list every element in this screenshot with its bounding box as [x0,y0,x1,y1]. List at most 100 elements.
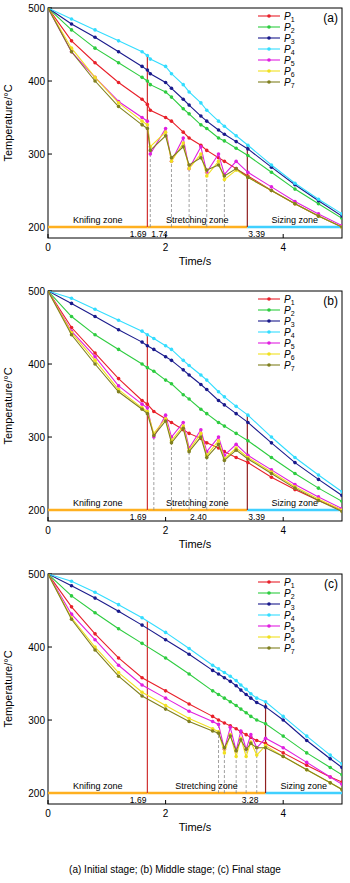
series-marker [270,189,274,193]
series-marker [293,456,297,460]
series-marker [140,616,144,620]
legend-label-sub: 4 [291,332,295,339]
series-marker [93,28,97,32]
series-marker [217,439,221,443]
plot-frame [48,291,342,521]
series-marker [246,421,250,425]
series-marker [164,134,168,138]
series-marker [140,50,144,54]
series-line [48,574,342,764]
series-marker [199,383,203,387]
legend-marker [267,341,271,345]
series-marker [170,348,174,352]
time-mark-label: 3.39 [248,229,265,239]
series-marker [164,689,168,693]
series-line [48,574,342,767]
time-mark-label: 3.39 [248,512,265,522]
y-axis-label: Temperature/°C [2,650,14,727]
series-line [48,8,342,216]
series-marker [152,337,156,341]
legend-marker [267,319,271,323]
legend-marker [267,591,271,595]
series-marker [270,163,274,167]
series-marker [149,152,153,156]
series-marker [281,755,285,759]
series-marker [234,412,238,416]
series-marker [70,28,74,32]
series-marker [70,333,74,337]
series-marker [244,688,248,692]
series-marker [223,721,227,725]
series-line [48,291,342,509]
series-marker [293,187,297,191]
series-marker [164,631,168,635]
zone-label: Stretching zone [175,781,238,791]
series-marker [281,715,285,719]
series-marker [246,413,250,417]
series-marker [205,378,209,382]
series-marker [170,160,174,164]
series-marker [205,388,209,392]
y-axis-label: Temperature/°C [2,367,14,444]
series-marker [199,152,203,156]
series-marker [205,149,209,153]
zone-bar [247,226,342,229]
y-tick-label: 500 [28,286,45,297]
series-marker [239,688,243,692]
x-tick [283,800,284,804]
series-marker [93,61,97,65]
zone-bar [266,792,342,795]
series-marker [264,736,268,740]
series-marker [181,130,185,134]
series-marker [249,742,253,746]
x-tick [48,234,49,238]
zone-label: Knifing zone [73,781,123,791]
series-marker [93,355,97,359]
x-tick [165,517,166,521]
series-marker [149,83,153,87]
series-marker [217,399,221,403]
series-marker [146,366,150,370]
y-tick-label: 500 [28,3,45,14]
legend-label-sub: 4 [291,49,295,56]
series-marker [264,705,268,709]
plot-area [48,574,342,793]
series-marker [223,139,227,143]
series-marker [181,145,185,149]
series-marker [48,574,50,576]
series-marker [246,147,250,151]
series-marker [234,704,238,708]
series-marker [117,603,121,607]
series-marker [199,114,203,118]
series-marker [281,734,285,738]
series-marker [146,54,150,58]
series-marker [187,136,191,140]
series-marker [140,123,144,127]
series-marker [170,95,174,99]
series-marker [187,672,191,676]
series-marker [211,669,215,673]
series-marker [48,574,50,576]
series-marker [234,134,238,138]
series-marker [255,718,259,722]
series-marker [255,753,259,757]
panel: 200300400500024Time/sTemperature/°CKnifi… [2,286,344,551]
series-line [48,8,342,226]
series-marker [70,297,74,301]
series-marker [239,729,243,733]
series-marker [117,656,121,660]
zone-label: Sizing zone [271,498,318,508]
series-marker [217,443,221,447]
series-marker [317,198,321,202]
x-tick-label: 2 [163,525,169,536]
series-marker [281,751,285,755]
legend-label-sub: 6 [291,71,295,78]
series-marker [211,715,215,719]
series-marker [249,715,253,719]
series-marker [328,753,332,757]
series-marker [234,749,238,753]
series-marker [164,116,168,120]
series-marker [187,167,191,171]
series-marker [164,65,168,69]
series-marker [293,461,297,465]
